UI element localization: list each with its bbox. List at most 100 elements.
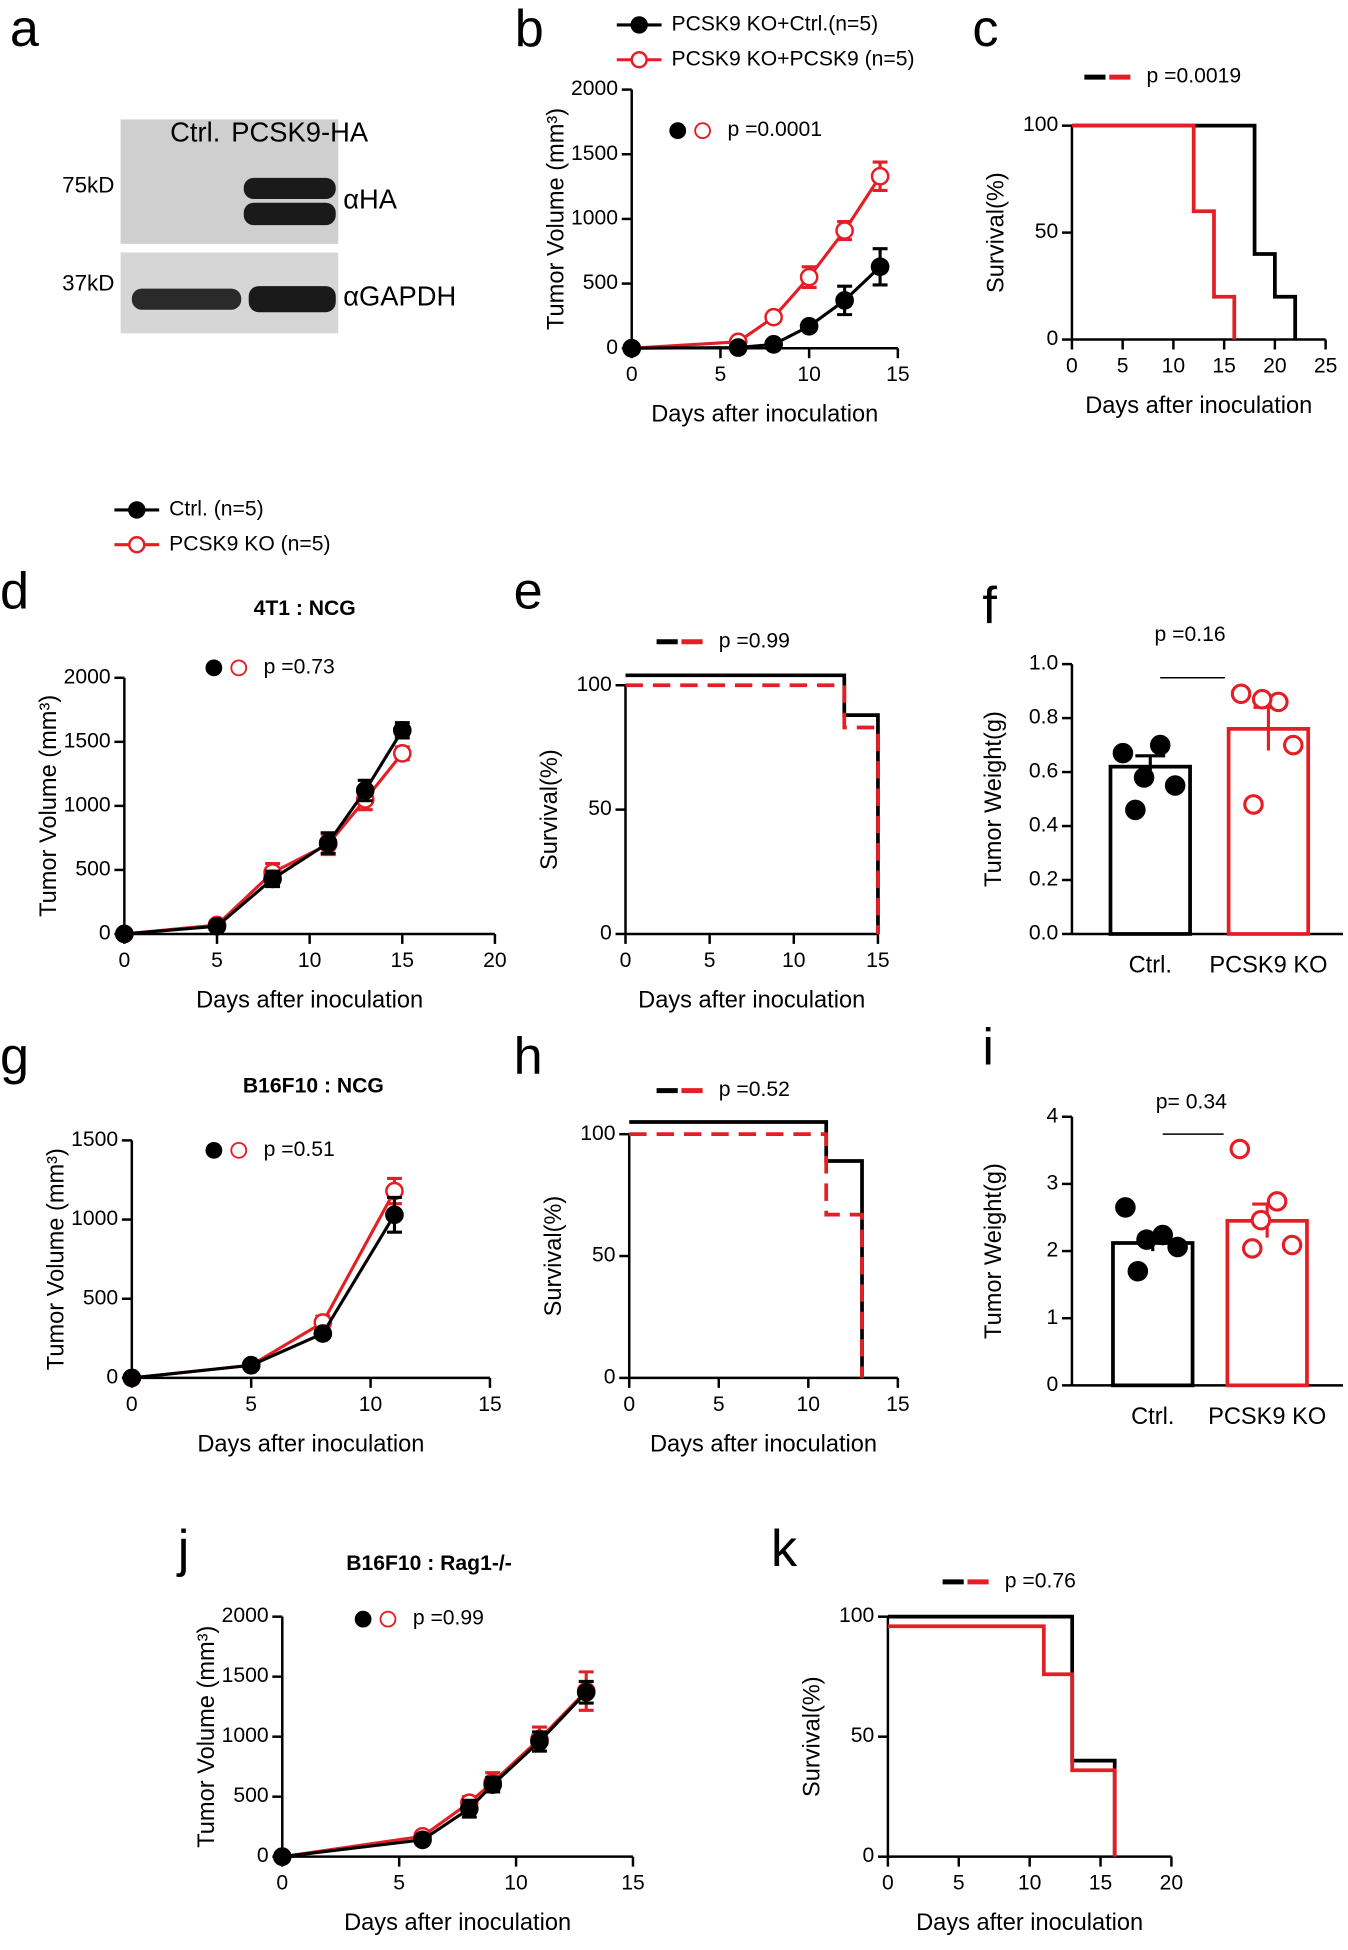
- survival-curve: [1071, 123, 1298, 340]
- series-line: [131, 1190, 396, 1380]
- panel-letter: e: [514, 562, 543, 620]
- annotation: p =0.0001: [727, 118, 822, 141]
- legend-marker: [630, 51, 648, 69]
- annotation-marker: [230, 1141, 248, 1159]
- y-tick-label: 1500: [71, 1128, 118, 1151]
- y-tick-label: 1000: [64, 793, 111, 816]
- y-tick-label: 0: [257, 1844, 269, 1867]
- survival-curve: [887, 1614, 1117, 1857]
- data-point: [115, 924, 134, 944]
- x-axis-label: Days after inoculation: [197, 1431, 424, 1457]
- x-tick-label: 5: [953, 1872, 965, 1895]
- series-line: [631, 175, 882, 350]
- annotation-marker: [205, 1141, 223, 1159]
- annotation-marker: [669, 122, 687, 140]
- panel-letter: b: [515, 0, 544, 58]
- y-tick-label: 2000: [571, 77, 618, 100]
- data-point: [870, 166, 890, 186]
- y-tick-label: 1000: [571, 207, 618, 230]
- y-tick-label: 0: [862, 1844, 874, 1867]
- chart-title: 4T1 : NCG: [254, 597, 356, 620]
- y-axis-label: Tumor Weight(g): [981, 711, 1007, 887]
- data-point: [1115, 1197, 1136, 1218]
- x-tick-label: 0: [1066, 354, 1078, 377]
- y-axis-label: Tumor Volume (mm³): [36, 695, 62, 917]
- chart-title: B16F10 : Rag1-/-: [346, 1552, 512, 1575]
- y-tick-label: 0: [99, 922, 111, 945]
- data-point: [1133, 767, 1155, 788]
- y-tick-label: 0: [1047, 327, 1059, 350]
- data-point: [1250, 1209, 1272, 1231]
- legend-label: PCSK9 KO+Ctrl.(n=5): [672, 13, 879, 36]
- x-axis-label: Days after inoculation: [638, 987, 865, 1013]
- data-point: [313, 1324, 333, 1343]
- survival-curve: [629, 1132, 864, 1378]
- panel-letter: g: [0, 1027, 29, 1085]
- annotation: p =0.73: [264, 655, 335, 678]
- panel-letter: k: [771, 1520, 798, 1578]
- survival-curve: [625, 673, 880, 934]
- legend-marker: [128, 501, 146, 519]
- y-tick-label: 0.4: [1029, 814, 1059, 837]
- y-tick-label: 50: [588, 797, 611, 820]
- y-tick-label: 100: [577, 673, 612, 696]
- data-point: [355, 781, 375, 800]
- panel-letter: h: [514, 1027, 543, 1085]
- y-tick-label: 1500: [64, 729, 111, 752]
- x-tick-label: 0: [126, 1393, 138, 1416]
- data-point: [1127, 1260, 1149, 1282]
- data-point: [799, 267, 819, 287]
- y-tick-label: 1000: [71, 1207, 118, 1230]
- y-tick-label: 0.6: [1029, 760, 1058, 783]
- x-axis-label: Days after inoculation: [651, 402, 878, 428]
- x-axis-label: Days after inoculation: [196, 987, 423, 1013]
- data-point: [1243, 794, 1264, 815]
- y-tick-label: 50: [592, 1244, 616, 1267]
- y-tick-label: 500: [75, 857, 110, 880]
- data-point: [1167, 1236, 1188, 1258]
- y-tick-label: 50: [1035, 220, 1059, 243]
- x-tick-label: 0: [623, 1393, 635, 1416]
- data-point: [1268, 691, 1289, 713]
- y-tick-label: 0: [1047, 1373, 1059, 1396]
- x-axis-label: Days after inoculation: [916, 1910, 1143, 1936]
- survival-curve: [1071, 123, 1237, 340]
- panel-letter: f: [982, 577, 997, 635]
- x-tick-label: 20: [483, 949, 506, 972]
- panel-letter: c: [972, 0, 998, 58]
- x-tick-label: PCSK9 KO: [1209, 953, 1327, 979]
- x-tick-label: 10: [359, 1393, 383, 1416]
- data-point: [1241, 1238, 1263, 1259]
- lane-label: Ctrl.: [170, 117, 220, 148]
- x-tick-label: 10: [797, 1393, 821, 1416]
- x-tick-label: 15: [886, 363, 910, 386]
- data-point: [392, 744, 412, 763]
- data-point: [1281, 1234, 1303, 1256]
- data-point: [1136, 1229, 1157, 1250]
- y-tick-label: 0.2: [1029, 868, 1058, 891]
- y-tick-label: 2: [1047, 1239, 1059, 1262]
- x-tick-label: 15: [621, 1872, 645, 1895]
- x-tick-label: 10: [1018, 1872, 1042, 1895]
- x-tick-label: 15: [391, 949, 414, 972]
- y-tick-label: 0: [604, 1365, 616, 1388]
- y-tick-label: 100: [839, 1604, 874, 1627]
- y-tick-label: 0.8: [1029, 706, 1058, 729]
- x-tick-label: 5: [715, 363, 727, 386]
- x-tick-label: PCSK9 KO: [1208, 1404, 1326, 1430]
- data-point: [459, 1799, 479, 1818]
- data-point: [1125, 799, 1146, 821]
- legend-marker: [630, 16, 648, 34]
- data-point: [576, 1682, 596, 1702]
- annotation: p =0.52: [719, 1078, 790, 1101]
- x-tick-label: 15: [866, 949, 890, 972]
- chart-title: B16F10 : NCG: [243, 1074, 384, 1097]
- annotation-marker: [205, 659, 223, 677]
- legend-marker: [128, 536, 146, 554]
- annotation: p =0.16: [1155, 623, 1226, 646]
- y-tick-label: 0: [106, 1365, 118, 1388]
- y-axis-label: Tumor Volume (mm³): [543, 108, 569, 330]
- data-point: [870, 257, 890, 277]
